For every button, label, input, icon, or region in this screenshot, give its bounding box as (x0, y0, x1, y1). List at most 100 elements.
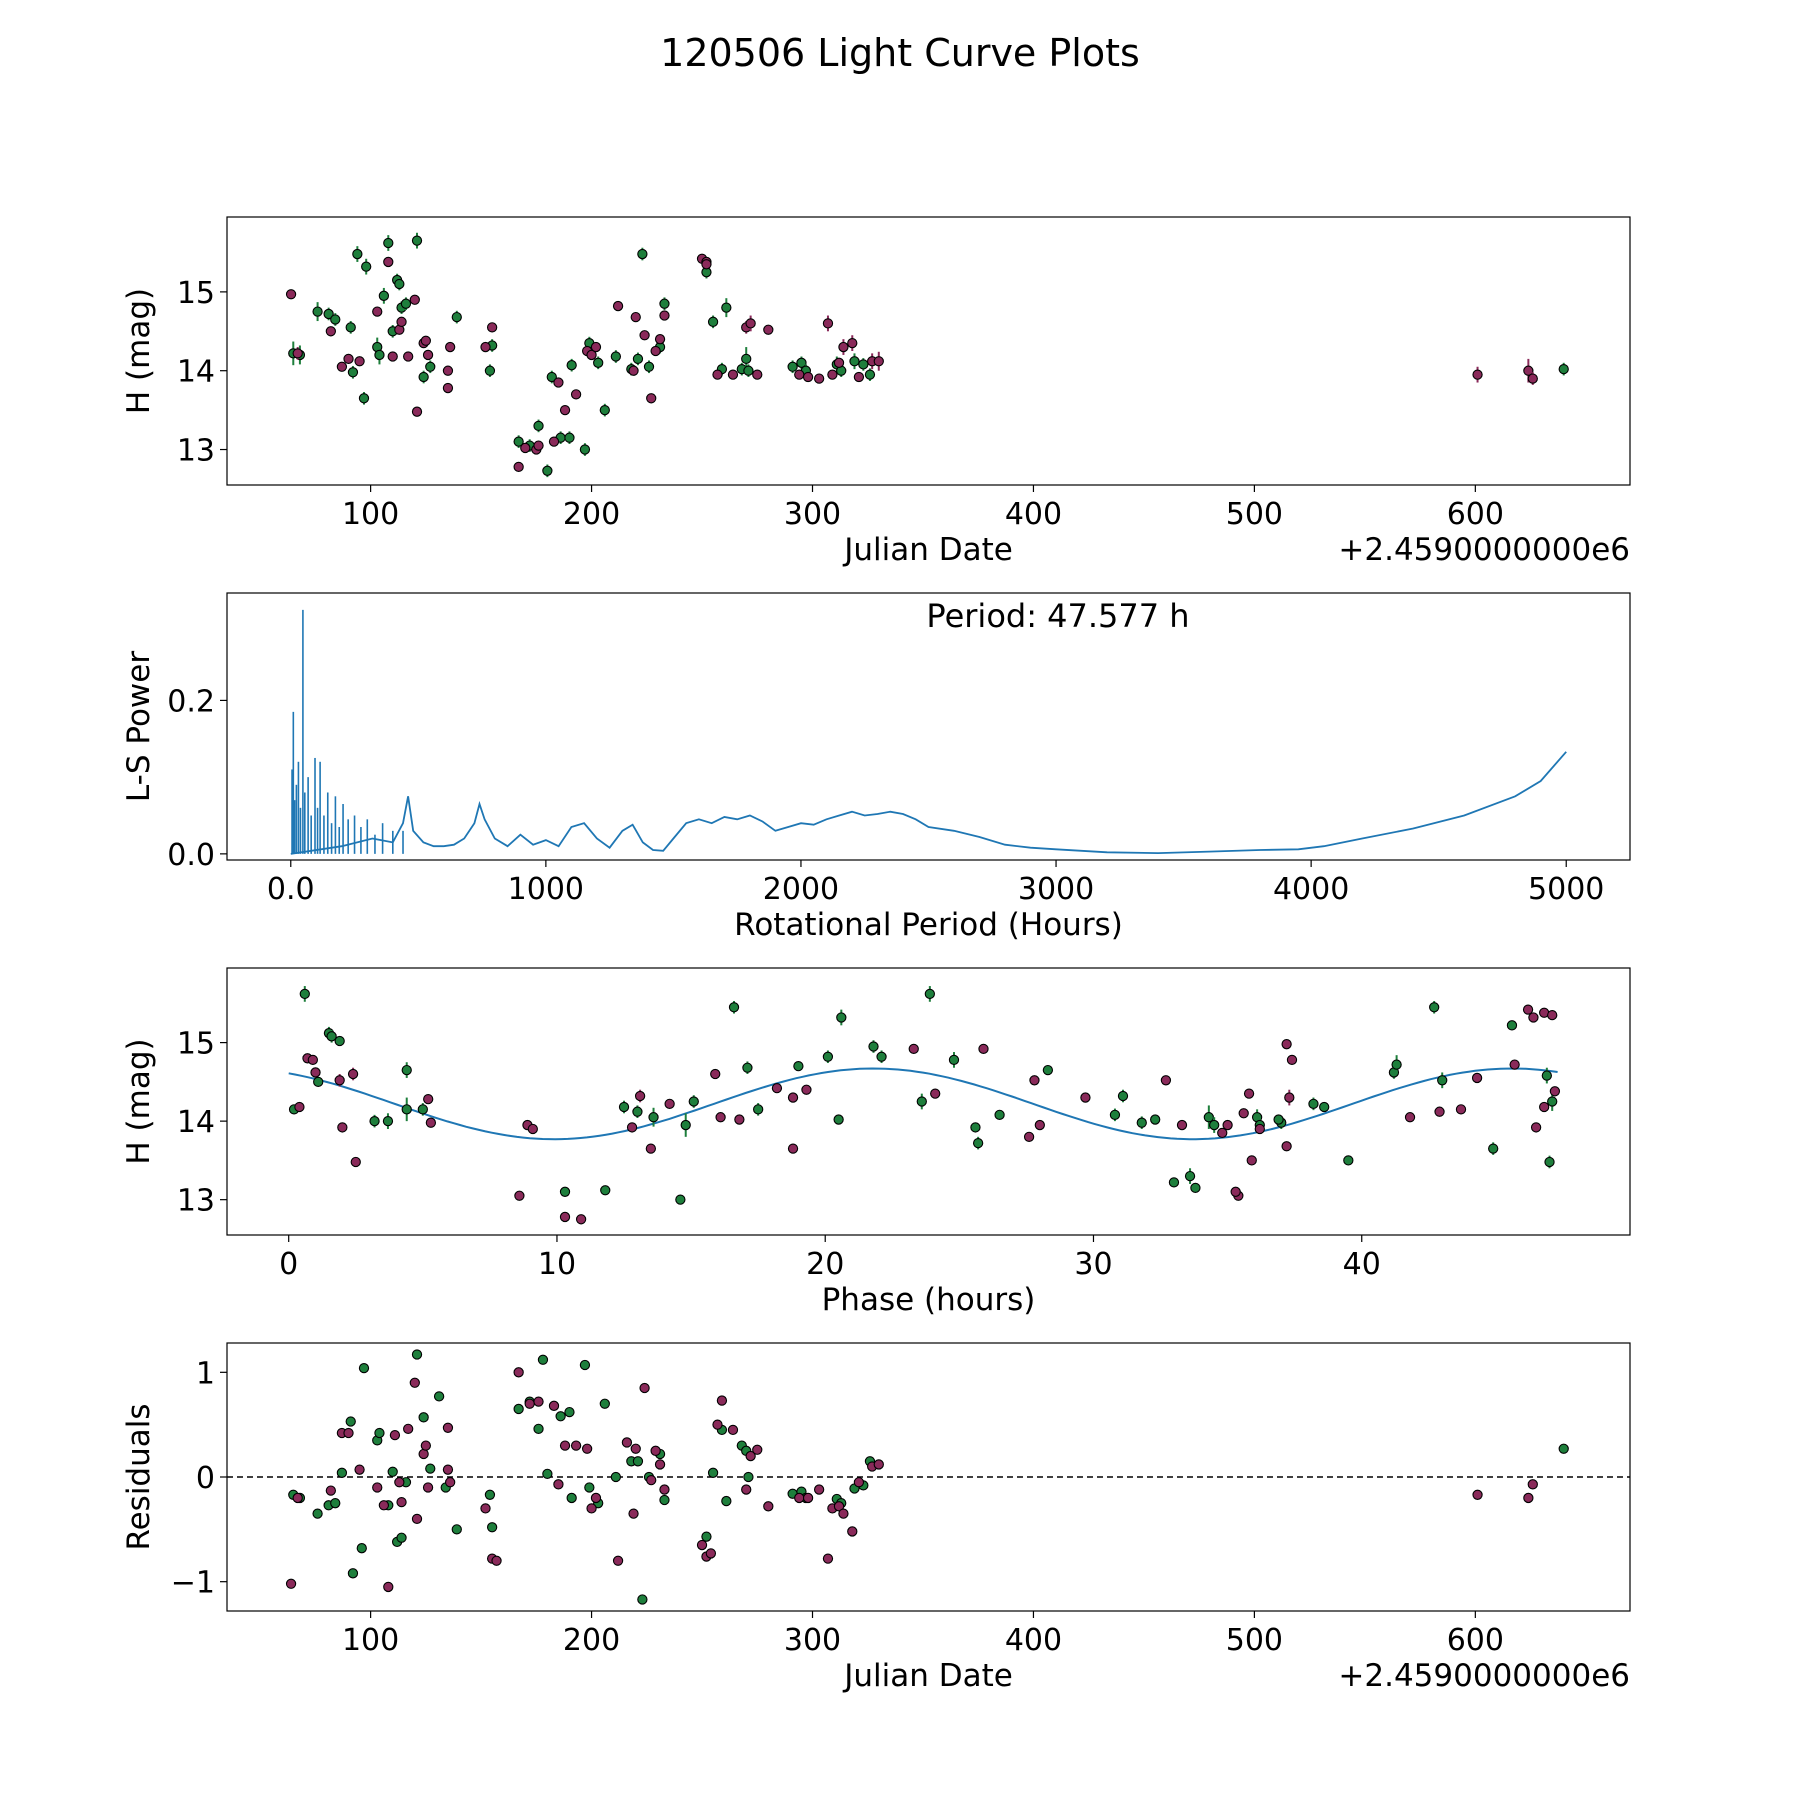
x-tick-label: 1000 (508, 872, 584, 907)
data-point-green (787, 361, 798, 372)
data-point-purple (1527, 1479, 1538, 1490)
data-point-green (433, 1391, 445, 1402)
data-point-green (451, 311, 462, 323)
data-point-purple (423, 1093, 434, 1105)
data-point-green (513, 1403, 524, 1415)
x-tick-label: 400 (1005, 1623, 1062, 1658)
x-tick-label: 20 (806, 1247, 844, 1282)
data-point-green (352, 248, 363, 260)
data-point-green (743, 1471, 754, 1483)
plot-residuals: 100 200 300 400 500 600 −1 0 1 Julian Date Residua… (121, 1342, 1631, 1694)
data-point-purple (646, 393, 657, 404)
data-point-purple (520, 442, 531, 454)
data-point-green (418, 371, 429, 383)
data-point-purple (822, 318, 834, 329)
series-purple (294, 1004, 1561, 1225)
data-point-purple (634, 1090, 646, 1102)
data-point-green (417, 1104, 428, 1115)
data-point-purple (712, 1419, 723, 1430)
data-point-green (555, 1411, 566, 1422)
data-point-green (361, 261, 372, 272)
data-point-green (742, 1062, 753, 1073)
data-point-purple (908, 1043, 919, 1055)
data-point-green (741, 353, 752, 365)
data-point-green (688, 1096, 699, 1107)
data-point-purple (383, 1581, 394, 1593)
plot-phased: 0 10 20 30 40 13 14 15 Phase (hours) H (mag) (121, 967, 1631, 1318)
x-tick-label: 4000 (1273, 872, 1349, 907)
data-point-green (356, 1543, 367, 1554)
data-point-purple (645, 1143, 657, 1154)
data-point-purple (827, 369, 838, 380)
data-point-purple (701, 259, 712, 270)
data-point-purple (442, 365, 454, 376)
data-point-purple (445, 1477, 456, 1488)
data-point-purple (559, 1440, 571, 1451)
data-point-purple (787, 1143, 799, 1154)
data-point-purple (442, 382, 454, 394)
data-point-purple (1530, 1122, 1542, 1133)
x-offset-text: +2.4590000000e6 (1338, 1658, 1630, 1694)
data-point-green (680, 1119, 691, 1131)
data-point-purple (1281, 1141, 1292, 1152)
data-point-green (313, 1076, 324, 1088)
series-purple (285, 1367, 1538, 1593)
x-axis-label: Julian Date (842, 1658, 1013, 1694)
data-point-purple (734, 1114, 745, 1125)
data-point-green (836, 1012, 847, 1023)
data-point-green (707, 316, 719, 327)
data-point-green (579, 1359, 591, 1371)
data-point-green (418, 1412, 429, 1423)
data-point-purple (396, 316, 407, 327)
data-point-purple (838, 341, 849, 353)
data-point-green (564, 432, 575, 443)
data-point-green (336, 1467, 348, 1478)
data-point-purple (1547, 1009, 1558, 1021)
data-point-purple (581, 1443, 593, 1454)
data-point-purple (626, 1122, 638, 1133)
data-point-green (533, 1423, 544, 1434)
data-point-purple (409, 294, 420, 305)
data-point-green (584, 1482, 595, 1493)
y-tick-label: 1 (196, 1356, 215, 1391)
data-point-green (542, 1468, 553, 1480)
data-point-green (753, 1104, 764, 1115)
data-point-green (1488, 1143, 1499, 1154)
data-point-purple (1080, 1092, 1091, 1103)
data-point-purple (612, 300, 624, 312)
data-point-purple (639, 330, 650, 341)
data-point-purple (350, 1156, 361, 1168)
data-point-green (599, 1398, 610, 1409)
data-point-green (972, 1137, 984, 1149)
data-point-purple (838, 1508, 849, 1519)
data-point-green (1506, 1020, 1518, 1031)
x-tick-label: 200 (563, 497, 620, 532)
data-point-green (1391, 1059, 1402, 1070)
data-point-green (1547, 1096, 1558, 1107)
data-point-purple (285, 1578, 297, 1589)
data-point-purple (833, 1501, 845, 1512)
data-point-purple (514, 1190, 525, 1201)
data-point-purple (383, 256, 394, 268)
y-axis-label: Residuals (121, 1403, 157, 1550)
data-point-green (858, 359, 869, 370)
data-point-purple (310, 1067, 321, 1078)
data-point-green (411, 1349, 423, 1360)
data-point-green (1343, 1155, 1354, 1166)
data-point-purple (480, 341, 491, 353)
data-point-purple (1523, 365, 1534, 376)
data-point-green (1184, 1170, 1196, 1182)
data-point-green (537, 1354, 549, 1365)
data-point-purple (630, 1443, 641, 1454)
data-point-green (425, 1463, 436, 1474)
data-point-purple (442, 1464, 454, 1475)
data-point-green (675, 1194, 686, 1205)
x-tick-label: 2000 (763, 872, 839, 907)
x-axis-label: Phase (hours) (822, 1282, 1036, 1318)
data-point-purple (548, 1400, 560, 1411)
data-point-green (513, 436, 524, 447)
data-point-green (632, 1456, 644, 1467)
data-point-purple (1230, 1186, 1241, 1197)
data-point-green (1117, 1090, 1129, 1102)
x-tick-label: 100 (342, 1623, 399, 1658)
